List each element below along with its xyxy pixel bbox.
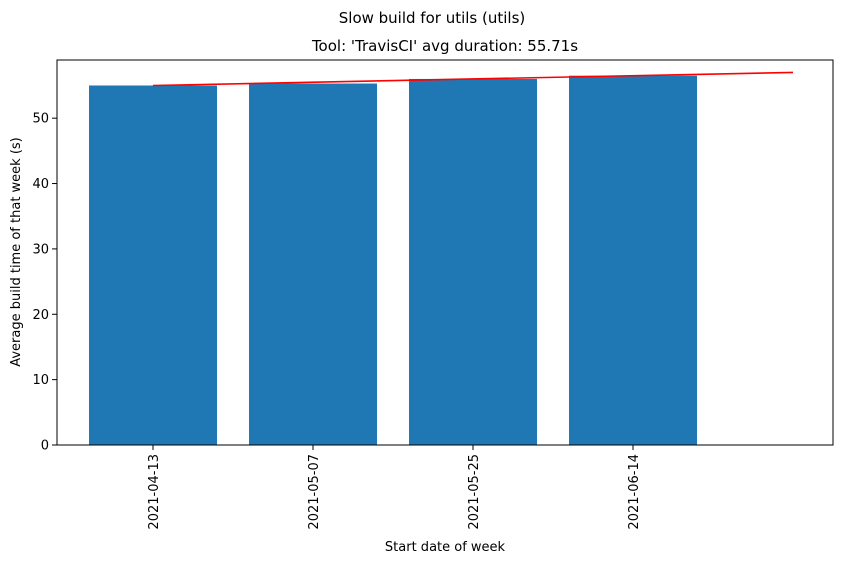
bar-2021-04-13 bbox=[89, 85, 217, 445]
bar-series bbox=[89, 75, 697, 446]
y-tick-label: 40 bbox=[32, 177, 49, 192]
x-tick-label: 2021-04-13 bbox=[147, 454, 162, 530]
chart-suptitle: Slow build for utils (utils) bbox=[339, 9, 526, 27]
y-tick-label: 20 bbox=[32, 308, 49, 323]
x-tick-label: 2021-05-25 bbox=[467, 454, 482, 530]
trend-line bbox=[152, 71, 794, 87]
y-axis: 0 10 20 30 40 50 bbox=[32, 112, 57, 454]
bar-2021-05-25 bbox=[409, 78, 537, 445]
y-axis-label: Average build time of that week (s) bbox=[9, 137, 24, 367]
plot-frame bbox=[56, 59, 834, 446]
y-tick-label: 0 bbox=[41, 439, 49, 454]
y-tick-label: 30 bbox=[32, 242, 49, 257]
chart-title: Tool: 'TravisCI' avg duration: 55.71s bbox=[311, 37, 578, 55]
x-tick-label: 2021-06-14 bbox=[627, 454, 642, 530]
y-tick-label: 10 bbox=[32, 373, 49, 388]
x-axis: 2021-04-13 2021-05-07 2021-05-25 2021-06-14 bbox=[147, 445, 642, 530]
y-tick-label: 50 bbox=[32, 112, 49, 127]
bar-2021-05-07 bbox=[249, 83, 377, 446]
x-tick-label: 2021-05-07 bbox=[307, 454, 322, 530]
x-axis-label: Start date of week bbox=[385, 540, 506, 555]
trend-line-group bbox=[152, 71, 794, 87]
bar-2021-06-14 bbox=[569, 75, 697, 445]
